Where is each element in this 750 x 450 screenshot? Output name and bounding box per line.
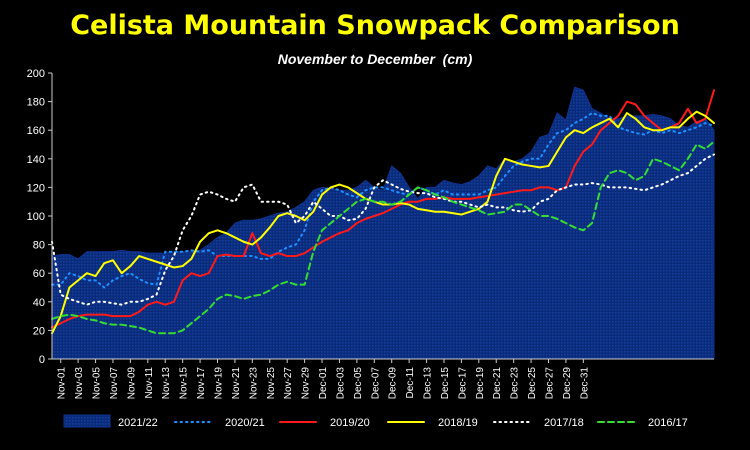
x-tick-label: Dec-13 [423, 367, 434, 400]
x-tick-label: Dec-23 [510, 367, 521, 400]
legend-label: 2018/19 [438, 417, 478, 429]
x-tick-label: Nov-07 [109, 367, 120, 400]
x-tick-label: Nov-23 [248, 367, 259, 400]
x-tick-label: Dec-09 [388, 367, 399, 400]
x-tick-label: Dec-31 [579, 367, 590, 400]
x-tick-label: Dec-25 [527, 367, 538, 400]
y-tick-label: 140 [27, 154, 45, 166]
x-tick-label: Nov-25 [266, 367, 277, 400]
chart-subtitle: November to December (cm) [277, 51, 473, 67]
legend-label: 2019/20 [330, 417, 370, 429]
legend-label: 2017/18 [544, 417, 584, 429]
legend-label: 2016/17 [648, 417, 688, 429]
y-tick-label: 160 [27, 125, 45, 137]
x-tick-label: Nov-13 [161, 367, 172, 400]
x-tick-label: Dec-07 [370, 367, 381, 400]
y-tick-label: 200 [27, 68, 45, 80]
chart-title: Celista Mountain Snowpack Comparison [70, 10, 680, 41]
series-2017-18-line [51, 153, 715, 306]
x-tick-label: Nov-21 [231, 367, 242, 400]
legend-label: 2020/21 [225, 417, 265, 429]
series-2018-19-line [51, 110, 715, 335]
x-tick-label: Nov-01 [57, 367, 68, 400]
x-tick-label: Nov-15 [179, 367, 190, 400]
x-tick-label: Nov-03 [74, 367, 85, 400]
y-tick-label: 40 [33, 297, 45, 309]
y-tick-label: 20 [33, 325, 45, 337]
y-tick-label: 0 [39, 354, 45, 366]
y-tick-label: 120 [27, 182, 45, 194]
legend-swatch-area [63, 414, 111, 428]
x-tick-label: Nov-27 [283, 367, 294, 400]
x-tick-label: Dec-27 [545, 367, 556, 400]
y-tick-label: 180 [27, 97, 45, 109]
series-layer [51, 86, 715, 360]
x-tick-label: Nov-09 [126, 367, 137, 400]
legend-label: 2021/22 [118, 417, 158, 429]
series-2016-17-line [51, 140, 715, 335]
x-tick-label: Nov-29 [301, 367, 312, 400]
x-tick-label: Dec-03 [335, 367, 346, 400]
x-tick-label: Nov-11 [144, 367, 155, 399]
x-tick-label: Nov-05 [92, 367, 103, 400]
y-tick-label: 100 [27, 211, 45, 223]
series-2021-22-area [51, 86, 715, 360]
x-tick-label: Dec-29 [562, 367, 573, 400]
x-tick-label: Dec-01 [318, 367, 329, 400]
x-tick-label: Nov-19 [214, 367, 225, 400]
series-2019-20-line [51, 89, 715, 329]
x-tick-label: Nov-17 [196, 367, 207, 400]
x-tick-label: Dec-19 [475, 367, 486, 400]
y-tick-label: 80 [33, 240, 45, 252]
x-tick-label: Dec-21 [492, 367, 503, 400]
x-tick-label: Dec-05 [353, 367, 364, 400]
x-tick-label: Dec-11 [405, 367, 416, 399]
legend: 2021/22 2020/21 2019/20 2018/19 2017/18 2016/… [63, 414, 688, 429]
x-tick-label: Dec-15 [440, 367, 451, 400]
x-tick-label: Dec-17 [457, 367, 468, 400]
axes-layer: 0 20 40 60 80 100 120 140 160 180 200 Nov-01 Nov-03 N… [27, 68, 714, 399]
y-tick-label: 60 [33, 268, 45, 280]
